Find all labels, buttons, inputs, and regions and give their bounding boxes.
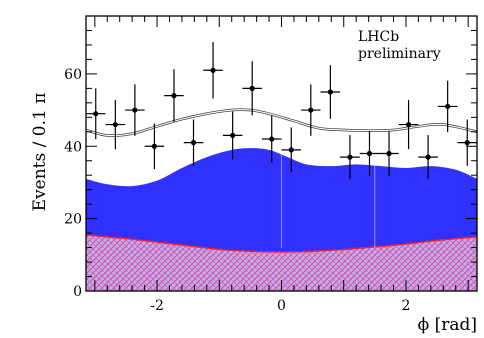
data-point (301, 84, 321, 136)
data-point (222, 111, 243, 160)
data-point-marker (210, 67, 216, 73)
data-point-marker (288, 147, 294, 153)
annotation-preliminary: preliminary (358, 46, 441, 62)
data-point-marker (151, 143, 158, 149)
data-point (418, 135, 438, 180)
data-point (261, 115, 282, 163)
data-point (164, 69, 184, 123)
data-point (320, 65, 341, 119)
plot-area (86, 42, 477, 291)
y-tick-label: 60 (64, 67, 82, 83)
data-point (125, 84, 145, 136)
data-point-marker (425, 154, 431, 160)
data-point (340, 135, 360, 180)
data-point (398, 99, 419, 150)
data-point-marker (171, 93, 177, 99)
data-point (183, 119, 204, 166)
y-axis-title: Events / 0.1 π (30, 93, 50, 212)
data-point (457, 119, 477, 166)
data-points (86, 42, 477, 180)
data-point (203, 42, 223, 99)
annotation-lhcb: LHCb (358, 29, 399, 45)
total-fit-line (86, 108, 477, 137)
data-point-marker (132, 107, 138, 113)
x-tick-label: 2 (401, 298, 410, 314)
data-point-marker (405, 121, 412, 128)
y-axis-ticks: 0 20 40 60 (64, 29, 477, 300)
data-point-marker (327, 89, 333, 95)
data-point (86, 88, 106, 140)
data-point (242, 61, 262, 116)
background-component-line (86, 234, 477, 253)
data-point-marker (366, 150, 373, 157)
data-point-marker (249, 85, 255, 91)
y-tick-label: 40 (64, 139, 82, 155)
x-tick-label: 0 (277, 298, 286, 314)
data-point-marker (308, 107, 314, 113)
data-point-marker (93, 111, 99, 117)
data-point-marker (464, 140, 470, 146)
x-axis-title: ϕ [rad] (418, 315, 477, 335)
y-tick-label: 0 (73, 284, 82, 300)
data-point-marker (112, 121, 118, 128)
data-point (281, 127, 302, 173)
data-point-marker (190, 140, 197, 146)
data-point (105, 99, 126, 150)
background-component-area (86, 234, 477, 291)
data-point-marker (269, 136, 275, 142)
data-point-marker (347, 154, 353, 160)
data-point-marker (386, 150, 392, 157)
data-point (437, 80, 458, 133)
data-point (359, 131, 380, 176)
x-axis-ticks: -2 0 2 (94, 16, 469, 314)
data-point (144, 123, 165, 170)
x-tick-label: -2 (150, 298, 164, 314)
total-fit-line-inner (86, 109, 477, 137)
data-point-marker (445, 103, 451, 110)
data-point-marker (230, 132, 236, 139)
y-tick-label: 20 (64, 212, 82, 228)
data-point (379, 131, 399, 176)
